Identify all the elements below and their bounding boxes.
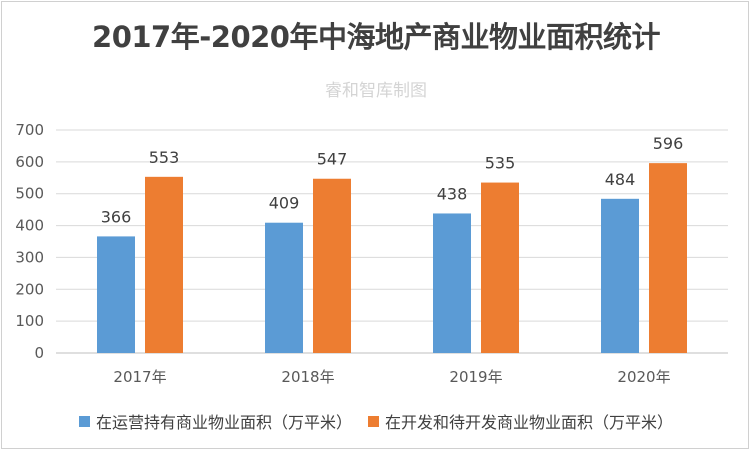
bar-developing <box>313 178 351 353</box>
legend-label-operating: 在运营持有商业物业面积（万平米） <box>95 413 352 432</box>
x-tick-label: 2020年 <box>617 368 670 386</box>
legend: 在运营持有商业物业面积（万平米） 在开发和待开发商业物业面积（万平米） <box>0 409 752 433</box>
y-tick-label: 100 <box>15 312 44 330</box>
legend-label-developing: 在开发和待开发商业物业面积（万平米） <box>385 413 674 432</box>
legend-swatch-operating <box>78 415 90 427</box>
legend-item-operating: 在运营持有商业物业面积（万平米） <box>78 409 352 433</box>
data-label: 535 <box>485 154 516 173</box>
y-tick-label: 600 <box>15 153 44 171</box>
bar-operating <box>97 236 135 353</box>
y-tick-label: 400 <box>15 217 44 235</box>
data-label: 366 <box>101 207 132 226</box>
y-tick-label: 0 <box>34 344 44 362</box>
y-tick-label: 200 <box>15 280 44 298</box>
data-label: 553 <box>149 148 180 167</box>
x-tick-label: 2018年 <box>281 368 334 386</box>
data-label: 409 <box>269 194 300 213</box>
x-tick-label: 2019年 <box>449 368 502 386</box>
bar-developing <box>145 176 183 353</box>
data-label: 547 <box>317 150 348 169</box>
legend-swatch-developing <box>368 415 379 427</box>
bar-operating <box>265 222 303 353</box>
bar-developing <box>481 182 519 353</box>
bar-operating <box>601 198 639 353</box>
y-tick-label: 700 <box>15 121 44 139</box>
data-label: 484 <box>605 170 636 189</box>
bar-operating <box>433 213 471 353</box>
x-tick-label: 2017年 <box>113 368 166 386</box>
chart-title: 2017年-2020年中海地产商业物业面积统计 <box>92 20 660 54</box>
bar-developing <box>649 163 687 353</box>
y-tick-label: 500 <box>15 185 44 203</box>
y-tick-label: 300 <box>15 248 44 266</box>
data-label: 596 <box>653 134 684 153</box>
legend-item-developing: 在开发和待开发商业物业面积（万平米） <box>368 409 673 433</box>
chart-subtitle: 睿和智库制图 <box>325 81 427 101</box>
data-label: 438 <box>437 184 468 203</box>
